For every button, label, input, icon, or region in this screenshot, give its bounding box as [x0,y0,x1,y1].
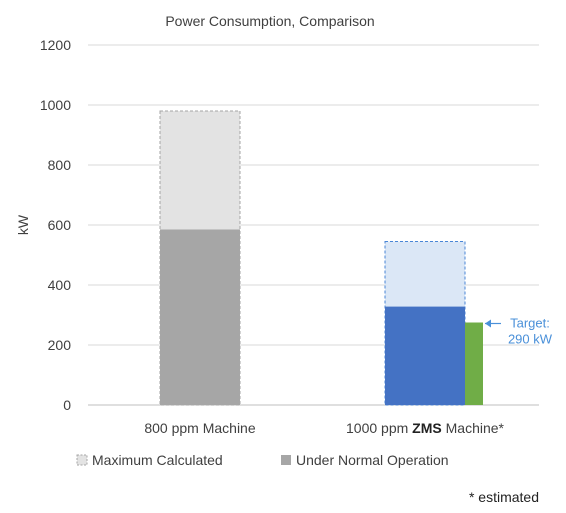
target-label: 290 kW [508,332,553,347]
y-tick-label: 600 [48,217,72,233]
y-tick-label: 200 [48,337,72,353]
legend-label-maximum-calculated: Maximum Calculated [92,452,223,468]
target-label: Target: [510,316,550,331]
chart-title: Power Consumption, Comparison [165,13,374,29]
target-annotation: Target:290 kW [485,316,553,347]
bar-target [465,322,483,405]
footnote: * estimated [469,489,539,505]
target-arrowhead-icon [485,319,491,328]
y-tick-label: 400 [48,277,72,293]
legend-swatch-under-normal-operation [281,455,291,465]
bars [159,110,483,406]
legend-swatch-maximum-calculated [76,454,88,466]
category-label: 800 ppm Machine [144,420,256,436]
y-tick-label: 0 [63,397,71,413]
y-tick-label: 800 [48,157,72,173]
category-labels: 800 ppm Machine 1000 ppm ZMS Machine* [144,420,504,436]
y-tick-label: 1200 [40,37,71,53]
legend: Maximum Calculated Under Normal Operation [76,452,449,468]
bar-under-normal-operation [160,229,240,405]
y-tick-label: 1000 [40,97,71,113]
legend-label-under-normal-operation: Under Normal Operation [296,452,449,468]
y-tick-labels: 0 200 400 600 800 1000 1200 [40,37,71,413]
category-label: 1000 ppm ZMS Machine* [346,420,505,436]
y-axis-label: kW [15,214,31,235]
bar-under-normal-operation [385,306,465,405]
